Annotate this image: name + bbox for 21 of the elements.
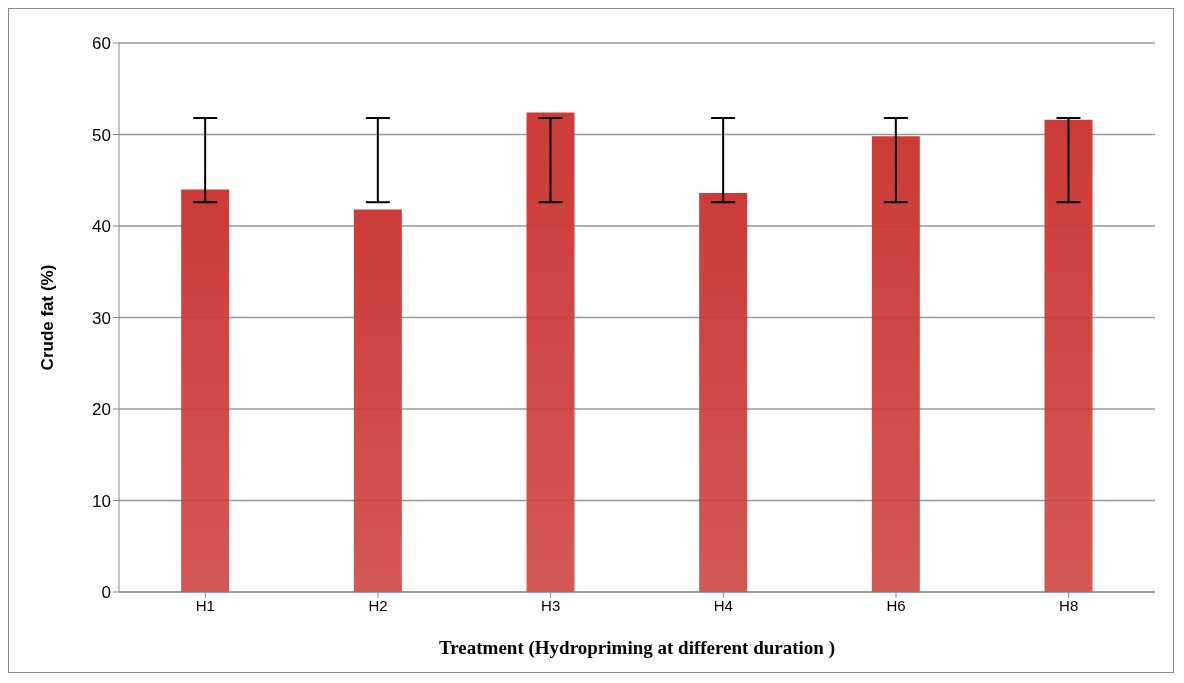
y-tick-label: 0 <box>101 583 111 603</box>
y-tick-label: 10 <box>92 491 111 511</box>
bar <box>526 112 575 592</box>
bar <box>871 136 920 592</box>
x-tick-label: H6 <box>886 596 906 614</box>
y-tick-label: 30 <box>92 308 111 328</box>
bar <box>181 189 230 592</box>
y-axis-title: Crude fat (%) <box>38 264 58 371</box>
x-tick-label: H8 <box>1059 596 1079 614</box>
y-tick-label: 40 <box>92 217 111 237</box>
x-tick-label: H2 <box>368 596 388 614</box>
bar <box>1044 119 1093 592</box>
y-tick-label: 20 <box>92 400 111 420</box>
y-tick-label: 60 <box>92 34 111 54</box>
x-tick-label: H4 <box>713 596 733 614</box>
x-tick-label: H1 <box>195 596 215 614</box>
y-tick-label: 50 <box>92 125 111 145</box>
x-tick-label: H3 <box>541 596 561 614</box>
bar <box>699 193 748 592</box>
bar <box>353 209 402 592</box>
x-axis-title: Treatment (Hydropriming at different duration ) <box>439 637 835 659</box>
